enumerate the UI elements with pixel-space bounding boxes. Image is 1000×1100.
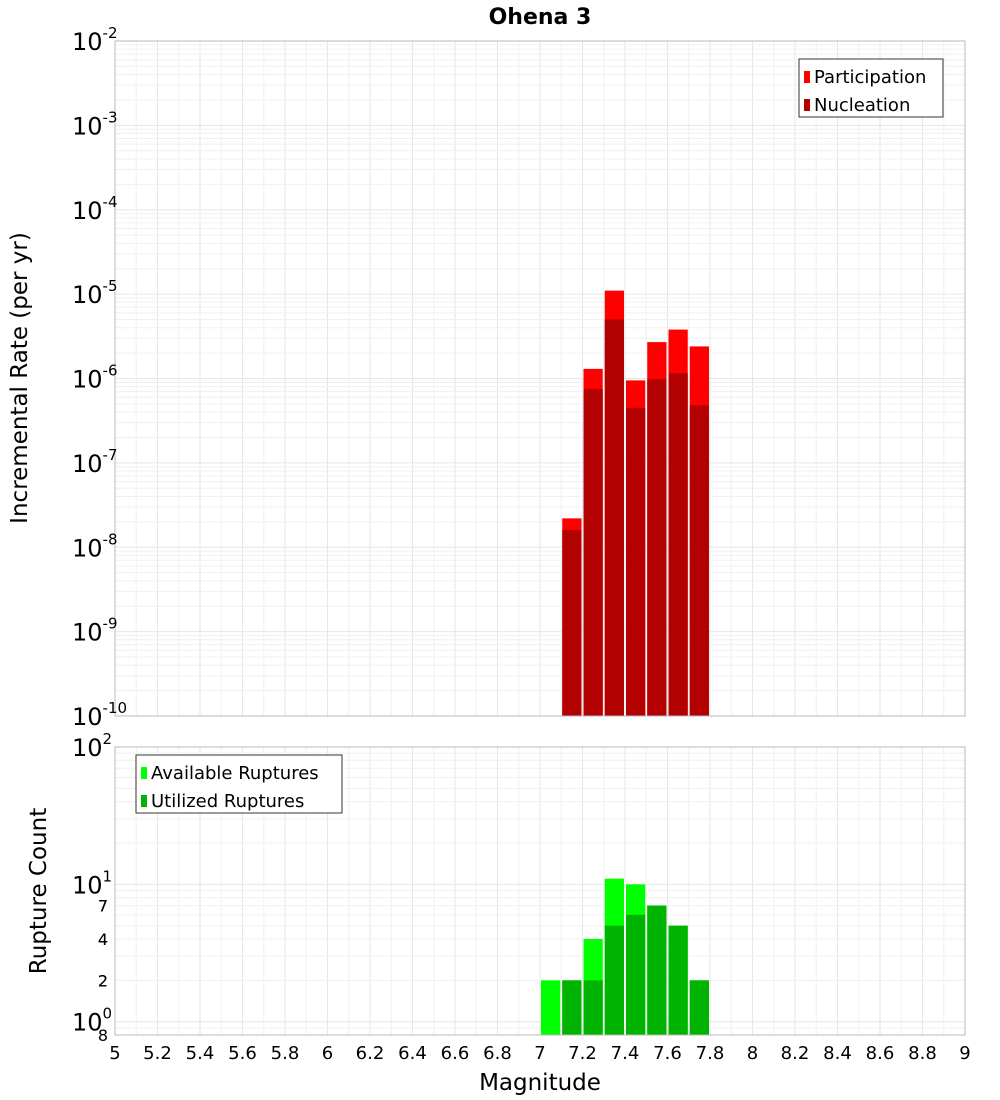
bar-nucleation [668,373,688,716]
legend-swatch [804,99,810,111]
bottom-y-axis-label: Rupture Count [26,808,52,974]
y-tick-label: 10-6 [72,362,118,394]
top-y-axis-label: Incremental Rate (per yr) [7,232,33,524]
bar-nucleation [583,389,603,716]
y-tick-label: 10-10 [72,699,127,731]
y-tick-label: 10-9 [72,615,118,647]
bar-nucleation [647,379,667,716]
top-plot-frame [114,40,966,717]
bar-utilized-ruptures [689,980,709,1035]
bar-available-ruptures [541,980,561,1035]
y-tick-label: 101 [72,867,112,899]
y-tick-label: 10-2 [72,24,118,56]
bar-utilized-ruptures [626,914,646,1035]
x-tick-label: 8.6 [866,1043,895,1064]
legend-swatch [141,795,147,807]
top-panel: 10-2 10-3 10-4 10-5 10-6 10-7 10-8 10-9 10-10 In… [7,24,966,731]
legend-entry: Available Ruptures [151,763,319,784]
x-tick-label: 8.8 [908,1043,937,1064]
x-tick-label: 6.6 [441,1043,470,1064]
x-tick-label: 6.4 [398,1043,427,1064]
x-tick-label: 5.6 [228,1043,257,1064]
x-axis-label: Magnitude [479,1070,601,1096]
y-tick-label: 4 [98,930,108,949]
top-legend: Participation Nucleation [798,58,944,118]
y-tick-label: 10-3 [72,108,118,140]
bar-utilized-ruptures [668,925,688,1035]
x-tick-label: 8.2 [781,1043,810,1064]
y-tick-label: 7 [98,897,108,916]
bar-utilized-ruptures [647,905,667,1035]
x-tick-label: 6 [322,1043,333,1064]
bottom-bars [541,878,709,1035]
legend-box [135,754,343,814]
bottom-legend: Available Ruptures Utilized Ruptures [135,754,343,814]
legend-entry: Participation [814,67,926,88]
legend-entry: Nucleation [814,95,910,116]
bar-nucleation [689,405,709,716]
y-tick-label: 2 [98,971,108,990]
x-tick-label: 8.4 [823,1043,852,1064]
top-bars [562,290,709,716]
y-tick-label: 7 [98,897,108,916]
bottom-plot-frame [114,746,966,1036]
x-tick-label: 6.8 [483,1043,512,1064]
bar-utilized-ruptures [562,980,582,1035]
x-tick-label: 7.6 [653,1043,682,1064]
x-tick-label: 5.4 [186,1043,215,1064]
bar-utilized-ruptures [604,925,624,1035]
y-tick-label: 10-5 [72,277,118,309]
x-tick-label: 9 [959,1043,970,1064]
y-tick-label: 4 [98,930,108,949]
y-tick-label: 2 [98,971,108,990]
x-tick-label: 7.4 [611,1043,640,1064]
x-tick-labels: 5 5.2 5.4 5.6 5.8 6 6.2 6.4 6.6 6.8 7 7.2 7.4 7.6 7.8 8… [109,1043,970,1064]
x-tick-label: 7.2 [568,1043,597,1064]
y-tick-label: 102 [72,730,112,762]
legend-box [798,58,944,118]
y-tick-label: 100 [72,1005,112,1037]
top-y-tick-labels: 10-2 10-3 10-4 10-5 10-6 10-7 10-8 10-9 10-10 [72,24,127,731]
top-grid [114,40,966,717]
legend-entry: Utilized Ruptures [151,791,304,812]
y-tick-label: 10-8 [72,530,118,562]
x-tick-label: 6.2 [356,1043,385,1064]
bar-utilized-ruptures [583,980,603,1035]
x-tick-label: 5.2 [143,1043,172,1064]
bar-nucleation [604,319,624,716]
x-tick-label: 7 [534,1043,545,1064]
x-tick-label: 5 [109,1043,120,1064]
bar-nucleation [562,530,582,716]
chart-title: Ohena 3 [489,5,592,30]
y-tick-label: 10-7 [72,446,118,478]
legend-swatch [804,71,810,83]
x-tick-label: 7.8 [696,1043,725,1064]
legend-swatch [141,767,147,779]
y-tick-label: 10-4 [72,193,118,225]
x-tick-label: 8 [747,1043,758,1064]
bar-nucleation [626,407,646,716]
y-tick-label: 8 [98,1026,108,1045]
x-tick-label: 5.8 [271,1043,300,1064]
